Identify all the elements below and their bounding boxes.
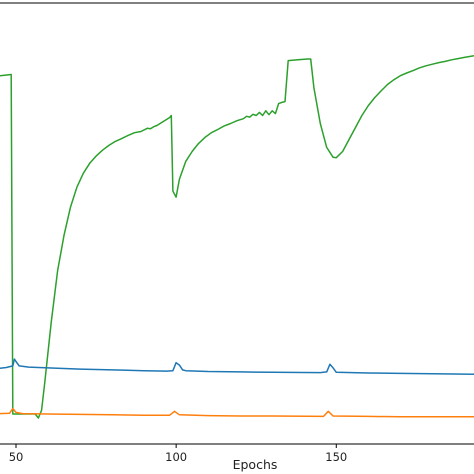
plot-frame [0, 2, 474, 445]
series-line-2 [0, 358, 474, 375]
x-axis-label: Epochs [233, 457, 278, 472]
series-layer [0, 55, 474, 419]
series-line-3 [0, 407, 474, 418]
x-tick-label: 150 [325, 450, 347, 464]
x-tick-label: 100 [165, 450, 187, 464]
series-line-1 [0, 55, 474, 419]
x-tick-label: 50 [9, 450, 24, 464]
x-axis-ticks: 50 100 150 [9, 444, 347, 464]
